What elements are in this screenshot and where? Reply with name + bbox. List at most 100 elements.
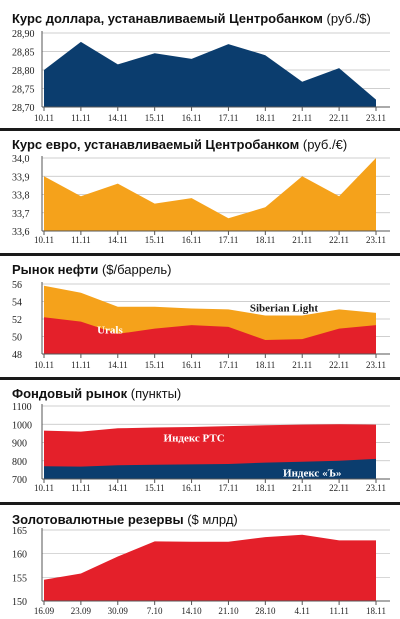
x-tick-label: 10.11: [34, 113, 54, 123]
y-tick-label: 28,80: [12, 66, 35, 77]
x-tick-label: 11.11: [71, 483, 91, 493]
y-tick-label: 33,9: [12, 172, 30, 183]
y-tick-label: 56: [12, 280, 22, 291]
oil-market-panel: Рынок нефти ($/баррель): [0, 259, 400, 379]
usd-rate-panel: Курс доллара, устанавливаемый Центробанк…: [0, 8, 400, 128]
x-tick-label: 11.11: [71, 235, 91, 245]
x-tick-label: 10.11: [34, 235, 54, 245]
x-tick-label: 14.11: [108, 483, 128, 493]
series-area: [44, 534, 376, 601]
x-tick-label: 16.11: [182, 483, 202, 493]
x-tick-label: 14.11: [108, 235, 128, 245]
x-tick-label: 22.11: [329, 360, 349, 370]
series-area: [44, 458, 376, 479]
x-tick-label: 14.11: [108, 360, 128, 370]
series-area: [44, 41, 376, 107]
x-tick-label: 15.11: [145, 113, 165, 123]
x-tick-label: 10.11: [34, 360, 54, 370]
eur-rate-title: Курс евро, устанавливаемый Центробанком …: [12, 137, 348, 152]
y-tick-label: 28,85: [12, 48, 35, 59]
stock-market-panel: Фондовый рынок (пункты): [0, 383, 400, 503]
reserves-title: Золотовалютные резервы ($ млрд): [12, 512, 238, 527]
y-tick-label: 160: [12, 550, 27, 561]
series-label: Индекс РТС: [164, 433, 225, 445]
x-tick-label: 21.11: [292, 483, 312, 493]
oil-market-title: Рынок нефти ($/баррель): [12, 262, 172, 277]
x-tick-label: 28.10: [255, 606, 276, 616]
x-tick-label: 18.11: [255, 235, 275, 245]
y-tick-label: 50: [12, 333, 22, 344]
divider-3: [0, 377, 400, 380]
y-tick-label: 900: [12, 439, 27, 450]
y-tick-label: 48: [12, 350, 22, 361]
x-tick-label: 4.11: [295, 606, 310, 616]
x-tick-label: 21.11: [292, 113, 312, 123]
divider-2: [0, 253, 400, 256]
x-tick-label: 15.11: [145, 235, 165, 245]
x-tick-label: 23.11: [366, 235, 386, 245]
y-tick-label: 33,6: [12, 227, 30, 238]
x-tick-label: 16.11: [182, 113, 202, 123]
x-tick-label: 18.11: [255, 113, 275, 123]
y-tick-label: 33,7: [12, 209, 30, 220]
x-tick-label: 14.10: [181, 606, 202, 616]
oil-market-chart: 56 54 52 50 48 Siberian Light Urals 10.11 11.11 1…: [12, 280, 390, 370]
x-tick-label: 17.11: [218, 483, 238, 493]
x-tick-label: 11.11: [329, 606, 349, 616]
series-area: [44, 317, 376, 354]
eur-rate-panel: Курс евро, устанавливаемый Центробанком …: [0, 134, 400, 254]
stock-market-chart: 1100 1000 900 800 700 Индекс РТС Индекс «Ъ» 10.…: [12, 402, 390, 493]
y-tick-label: 150: [12, 597, 27, 608]
y-tick-label: 52: [12, 315, 22, 326]
y-tick-label: 1100: [12, 402, 32, 413]
x-tick-label: 22.11: [329, 483, 349, 493]
y-tick-label: 34,0: [12, 154, 30, 165]
divider-1: [0, 128, 400, 131]
series-area: [44, 158, 376, 231]
y-tick-label: 155: [12, 573, 27, 584]
x-tick-label: 22.11: [329, 235, 349, 245]
x-tick-label: 17.11: [218, 360, 238, 370]
x-tick-label: 22.11: [329, 113, 349, 123]
x-tick-label: 11.11: [71, 360, 91, 370]
usd-rate-title: Курс доллара, устанавливаемый Центробанк…: [12, 11, 371, 26]
series-label: Индекс «Ъ»: [283, 468, 341, 480]
x-tick-label: 16.09: [34, 606, 55, 616]
y-tick-label: 1000: [12, 420, 32, 431]
y-tick-label: 54: [12, 298, 22, 309]
reserves-panel: Золотовалютные резервы ($ млрд): [0, 509, 400, 619]
x-tick-label: 17.11: [218, 113, 238, 123]
x-tick-label: 30.09: [108, 606, 129, 616]
x-tick-label: 21.11: [292, 235, 312, 245]
y-tick-label: 700: [12, 475, 27, 486]
x-tick-label: 21.11: [292, 360, 312, 370]
x-tick-label: 18.11: [255, 483, 275, 493]
x-tick-label: 7.10: [147, 606, 163, 616]
x-tick-label: 21.10: [218, 606, 239, 616]
series-label: Urals: [97, 325, 123, 337]
x-tick-label: 14.11: [108, 113, 128, 123]
eur-rate-chart: 34,0 33,9 33,8 33,7 33,6 10.11 11.11 14.11 15.11…: [12, 154, 390, 245]
x-tick-label: 23.11: [366, 113, 386, 123]
x-tick-label: 11.11: [71, 113, 91, 123]
x-tick-label: 16.11: [182, 360, 202, 370]
y-tick-label: 28,90: [12, 29, 35, 40]
y-tick-label: 33,8: [12, 191, 30, 202]
x-tick-label: 15.11: [145, 483, 165, 493]
series-label: Siberian Light: [250, 303, 318, 315]
x-tick-label: 16.11: [182, 235, 202, 245]
x-tick-label: 18.11: [366, 606, 386, 616]
x-tick-label: 10.11: [34, 483, 54, 493]
x-tick-label: 18.11: [255, 360, 275, 370]
x-tick-label: 23.11: [366, 483, 386, 493]
x-tick-label: 23.09: [71, 606, 92, 616]
y-tick-label: 28,75: [12, 85, 35, 96]
y-tick-label: 165: [12, 526, 27, 537]
x-tick-label: 15.11: [145, 360, 165, 370]
stock-market-title: Фондовый рынок (пункты): [12, 386, 182, 401]
divider-4: [0, 502, 400, 505]
x-tick-label: 23.11: [366, 360, 386, 370]
